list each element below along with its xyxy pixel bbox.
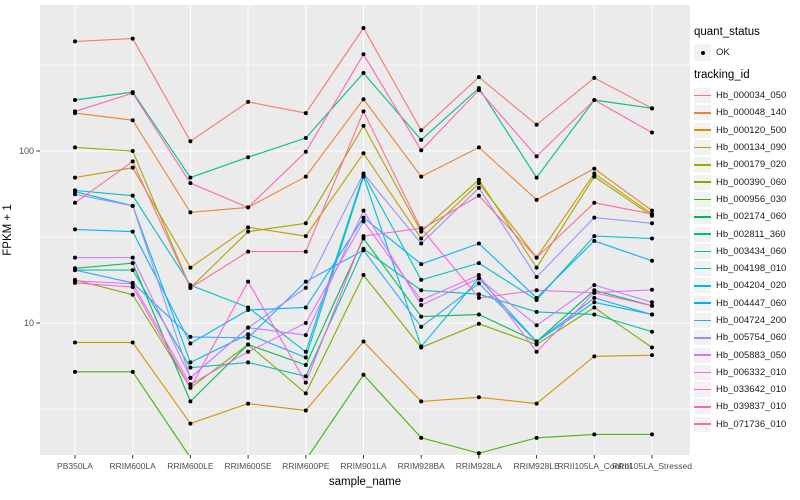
line-swatch xyxy=(694,382,711,398)
line-swatch xyxy=(694,226,711,242)
x-tick-label: RRIM901LA xyxy=(340,461,387,471)
legend-item: Hb_004724_200 xyxy=(694,312,798,329)
legend-item: Hb_071736_010 xyxy=(694,416,798,433)
line-swatch xyxy=(694,122,711,138)
line-swatch xyxy=(694,209,711,225)
line-swatch xyxy=(694,295,711,311)
x-tick-label: RRII105LA_Control xyxy=(557,461,632,471)
legend-item: Hb_005754_060 xyxy=(694,329,798,346)
line-swatch xyxy=(694,313,711,328)
legend-item-ok: OK xyxy=(694,44,798,61)
legend: quant_status OK tracking_id Hb_000034_05… xyxy=(694,26,798,433)
legend-item: Hb_002174_060 xyxy=(694,208,798,225)
line-swatch xyxy=(694,399,711,415)
line-swatch xyxy=(694,261,711,277)
x-tick-label: RRIM600LE xyxy=(167,461,214,471)
x-tick-label: RRII105LA_Stressed xyxy=(612,461,692,471)
tracking-id-legend-items: Hb_000034_050 Hb_000048_140 Hb_000120_50… xyxy=(694,87,798,433)
legend-item: Hb_003434_060 xyxy=(694,243,798,260)
line-swatch xyxy=(694,416,711,432)
x-tick-label: RRIM928BA xyxy=(397,461,445,471)
line-swatch xyxy=(694,243,711,259)
x-tick-label: RRIM600LA xyxy=(109,461,156,471)
legend-item: Hb_004198_010 xyxy=(694,260,798,277)
line-swatch xyxy=(694,157,711,173)
legend-item: Hb_004204_020 xyxy=(694,277,798,294)
line-swatch xyxy=(694,88,711,104)
x-axis-title: sample_name xyxy=(328,476,402,488)
legend-title-quant-status: quant_status xyxy=(694,26,760,38)
legend-item: Hb_033642_010 xyxy=(694,381,798,398)
legend-item: Hb_000179_020 xyxy=(694,156,798,173)
x-tick-label: PB350LA xyxy=(57,461,93,471)
y-axis-title: FPKM + 1 xyxy=(2,204,14,256)
legend-item: Hb_004447_060 xyxy=(694,295,798,312)
x-tick-label: RRIM928LE xyxy=(513,461,560,471)
legend-item: Hb_005883_050 xyxy=(694,346,798,363)
legend-title-tracking-id: tracking_id xyxy=(694,69,750,81)
y-tick-label-10: 10 xyxy=(23,318,34,328)
x-tick-label: RRIM600PE xyxy=(282,461,330,471)
line-swatch xyxy=(694,330,711,346)
legend-item: Hb_006332_010 xyxy=(694,364,798,381)
line-swatch xyxy=(694,174,711,190)
legend-item: Hb_000034_050 xyxy=(694,87,798,104)
x-tick-label: RRIM928LA xyxy=(455,461,503,471)
legend-item: Hb_000390_060 xyxy=(694,173,798,190)
line-swatch xyxy=(694,364,711,380)
line-swatch xyxy=(694,278,711,294)
line-swatch xyxy=(694,347,711,363)
ok-point-icon xyxy=(700,50,705,55)
line-swatch xyxy=(694,191,711,207)
ok-label: OK xyxy=(716,47,730,58)
legend-item: Hb_039837_010 xyxy=(694,398,798,415)
legend-item: Hb_000134_090 xyxy=(694,139,798,156)
line-swatch xyxy=(694,140,711,156)
legend-item: Hb_000956_030 xyxy=(694,191,798,208)
legend-item: Hb_000120_500 xyxy=(694,122,798,139)
y-tick-label-100: 100 xyxy=(18,146,34,156)
line-swatch xyxy=(694,105,711,121)
legend-item: Hb_002811_360 xyxy=(694,225,798,242)
x-tick-label: RRIM600SE xyxy=(224,461,272,471)
legend-item: Hb_000048_140 xyxy=(694,104,798,121)
ok-key-box xyxy=(694,44,711,61)
